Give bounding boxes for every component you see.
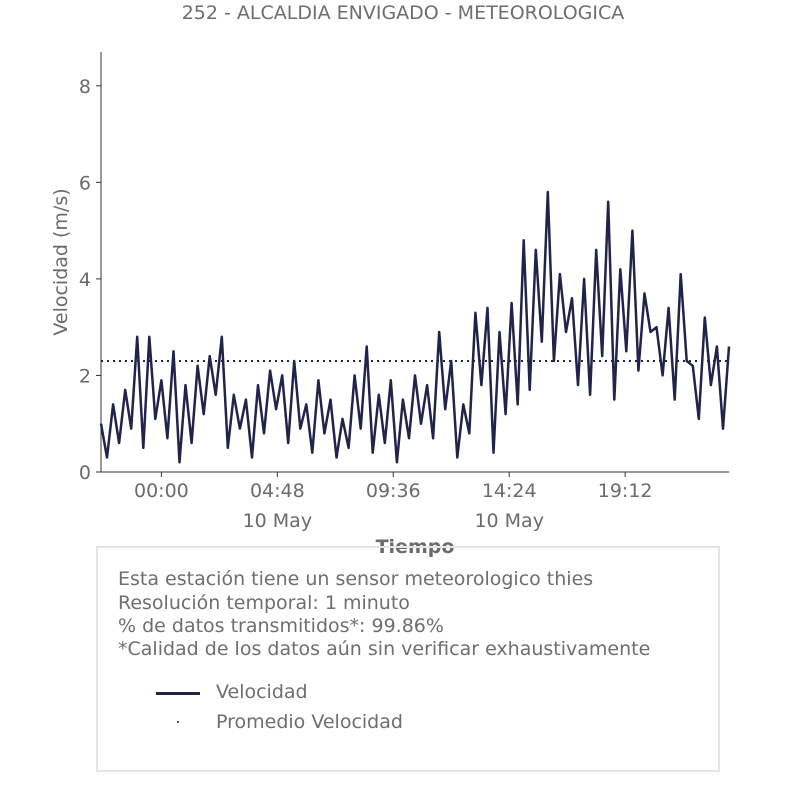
y-tick-label: 4: [79, 269, 91, 291]
y-axis-label: Velocidad (m/s): [50, 188, 72, 335]
y-tick-label: 0: [79, 462, 91, 484]
legend-promedio-swatch: [177, 721, 179, 723]
legend-velocidad-label: Velocidad: [216, 681, 308, 703]
series-velocidad: [99, 190, 731, 464]
x-tick-label: 00:00: [134, 480, 189, 502]
x-tick-label: 14:24: [482, 480, 537, 502]
x-tick-date-label: 10 May: [243, 510, 313, 532]
y-tick-label: 8: [79, 76, 91, 98]
x-tick-label: 04:48: [250, 480, 305, 502]
axis-ticks: 0 2 4 6 8 00:00 04:48 10 May 09:36 14:24 10 May 19:…: [79, 76, 653, 532]
info-resolution: Resolución temporal: 1 minuto: [118, 592, 410, 614]
x-tick-label: 09:36: [366, 480, 421, 502]
info-quality-note: *Calidad de los datos aún sin verificar …: [118, 638, 651, 660]
chart-axes: [100, 52, 729, 473]
y-tick-label: 2: [79, 365, 91, 387]
x-tick-date-label: 10 May: [474, 510, 544, 532]
chart-area: 0 2 4 6 8 00:00 04:48 10 May 09:36 14:24 10 May 19:…: [50, 52, 731, 558]
info-sensor: Esta estación tiene un sensor meteorolog…: [118, 568, 594, 590]
x-tick-label: 19:12: [598, 480, 653, 502]
legend-velocidad-swatch: [156, 692, 200, 695]
series-layer: [99, 190, 731, 464]
y-tick-label: 6: [79, 172, 91, 194]
info-box: Esta estación tiene un sensor meteorolog…: [96, 546, 720, 772]
chart-title: 252 - ALCALDIA ENVIGADO - METEOROLOGICA: [181, 2, 625, 24]
legend-promedio-label: Promedio Velocidad: [216, 711, 403, 733]
info-transmitted: % de datos transmitidos*: 99.86%: [118, 615, 444, 637]
